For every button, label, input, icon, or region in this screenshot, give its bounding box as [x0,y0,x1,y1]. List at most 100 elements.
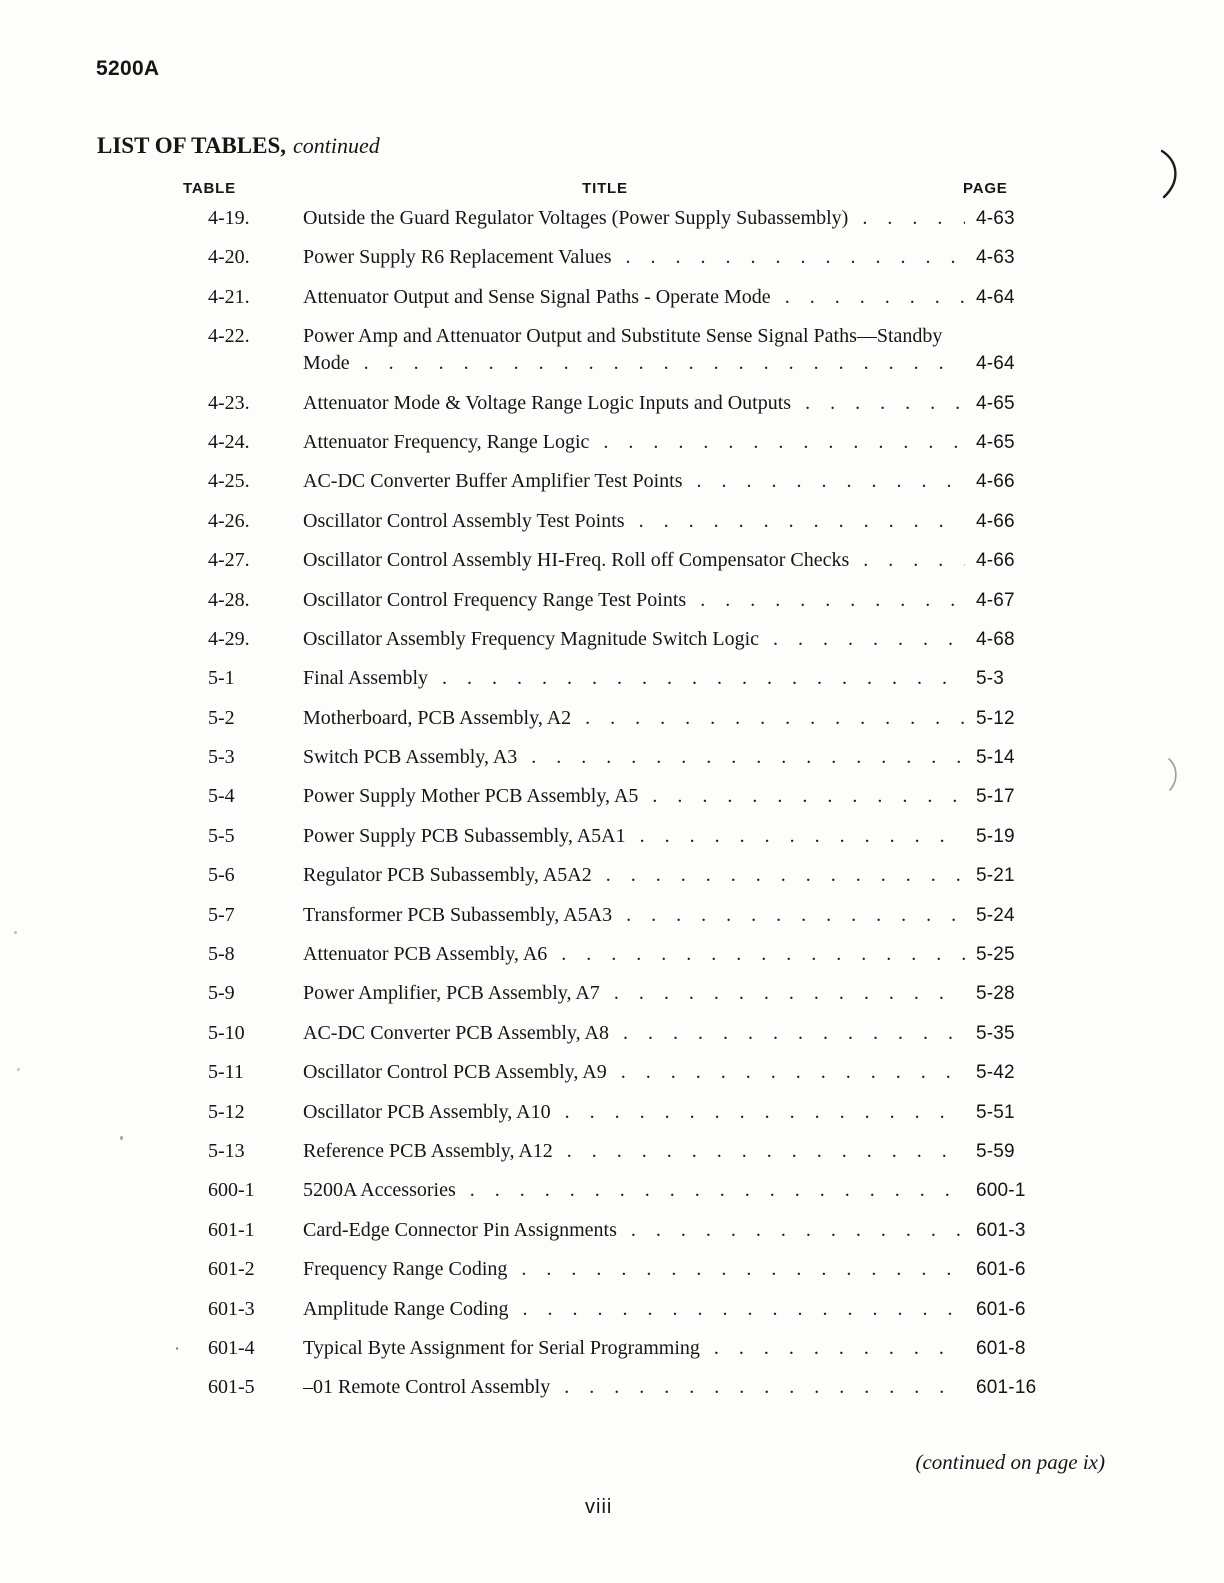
entry-title-cell: Card-Edge Connector Pin Assignments . . … [303,1217,965,1244]
entry-title-cell: Switch PCB Assembly, A3 . . . . . . . . … [303,744,965,771]
table-number: 4-27. [208,549,250,572]
table-number: 4-21. [208,285,250,308]
page-title: LIST OF TABLES, continued [97,133,380,159]
dot-leader: . . . . . . . . . . . . . . . . . . . . … [638,509,965,532]
entry-title: Switch PCB Assembly, A3 [303,746,518,769]
page-number: 4-64 [976,353,1015,375]
table-row: 5-10 AC-DC Converter PCB Assembly, A8 . … [208,1020,1106,1047]
table-row: 600-1 5200A Accessories . . . . . . . . … [208,1177,1106,1204]
dot-leader: . . . . . . . . . . . . . . . . . . . . … [522,1297,965,1320]
entry-title-cell: Power Supply PCB Subassembly, A5A1 . . .… [303,823,965,850]
entry-title-cell: AC-DC Converter PCB Assembly, A8 . . . .… [303,1020,965,1047]
dot-leader: . . . . . . . . . . . . . . . . . . . . … [784,285,965,308]
entry-title: Final Assembly [303,667,429,690]
table-row: 5-2 Motherboard, PCB Assembly, A2 . . . … [208,705,1106,732]
entry-title: Reference PCB Assembly, A12 [303,1139,553,1162]
dot-leader: . . . . . . . . . . . . . . . . . . . . … [625,246,965,269]
table-number: 600-1 [208,1179,255,1202]
table-number: 5-5 [208,824,235,847]
toc-list: 4-19. Outside the Guard Regulator Voltag… [96,205,1106,1414]
table-row: 5-13 Reference PCB Assembly, A12 . . . .… [208,1138,1106,1165]
page-number: 600-1 [976,1180,1026,1202]
entry-title: Attenuator Frequency, Range Logic [303,430,590,453]
entry-title: 5200A Accessories [303,1179,456,1202]
table-row: 5-5 Power Supply PCB Subassembly, A5A1 .… [208,823,1106,850]
table-row: 4-29. Oscillator Assembly Frequency Magn… [208,626,1106,653]
scan-speck [17,1068,20,1071]
page-title-continued: continued [293,133,380,158]
dot-leader: . . . . . . . . . . . . . . . . . . . . … [620,1061,965,1084]
page-number: 4-65 [976,392,1015,414]
dot-leader: . . . . . . . . . . . . . . . . . . . . … [652,785,965,808]
entry-title-cell: Regulator PCB Subassembly, A5A2 . . . . … [303,862,965,889]
page-number: 5-51 [976,1101,1015,1123]
table-row: 5-4 Power Supply Mother PCB Assembly, A5… [208,783,1106,810]
table-number: 4-24. [208,430,250,453]
entry-title-cell: Attenuator PCB Assembly, A6 . . . . . . … [303,941,965,968]
entry-title-cell: Oscillator Control Assembly HI-Freq. Rol… [303,547,965,574]
entry-title: Regulator PCB Subassembly, A5A2 [303,864,592,887]
entry-title-cell: Motherboard, PCB Assembly, A2 . . . . . … [303,705,965,732]
page-number: 5-12 [976,707,1015,729]
entry-title: Mode [303,352,350,375]
scan-speck [120,1136,123,1140]
table-number: 5-4 [208,785,235,808]
dot-leader: . . . . . . . . . . . . . . . . . . . . … [639,824,965,847]
page-number: 5-3 [976,668,1005,690]
entry-title: Attenuator Output and Sense Signal Paths… [303,285,771,308]
dot-leader: . . . . . . . . . . . . . . . . . . . . … [805,391,965,414]
dot-leader: . . . . . . . . . . . . . . . . . . . . … [561,943,965,966]
entry-title: Oscillator Control Frequency Range Test … [303,588,687,611]
dot-leader: . . . . . . . . . . . . . . . . . . . . … [585,706,965,729]
table-row: 601-2 Frequency Range Coding . . . . . .… [208,1256,1106,1283]
entry-title-cell: 5200A Accessories . . . . . . . . . . . … [303,1177,965,1204]
continued-note: (continued on page ix) [915,1450,1105,1474]
page-number: 601-6 [976,1259,1026,1281]
table-row: Mode . . . . . . . . . . . . . . . . . .… [208,350,1106,377]
dot-leader: . . . . . . . . . . . . . . . . . . . . … [713,1336,965,1359]
entry-title: Typical Byte Assignment for Serial Progr… [303,1336,700,1359]
table-number: 4-28. [208,588,250,611]
folio-page-number: viii [585,1496,613,1518]
entry-title: AC-DC Converter PCB Assembly, A8 [303,1021,609,1044]
entry-title-cell: Oscillator Assembly Frequency Magnitude … [303,626,965,653]
entry-title-cell: Reference PCB Assembly, A12 . . . . . . … [303,1138,965,1165]
table-row: 5-11 Oscillator Control PCB Assembly, A9… [208,1059,1106,1086]
table-number: 601-3 [208,1297,255,1320]
table-row: 5-8 Attenuator PCB Assembly, A6 . . . . … [208,941,1106,968]
entry-title-cell: Amplitude Range Coding . . . . . . . . .… [303,1296,965,1323]
dot-leader: . . . . . . . . . . . . . . . . . . . . … [696,470,966,493]
table-number: 5-2 [208,706,235,729]
table-number: 4-19. [208,207,250,229]
scan-mark-parenthesis [1160,149,1177,199]
page-title-main: LIST OF TABLES, [97,133,286,158]
entry-title: Amplitude Range Coding [303,1297,509,1320]
table-row: 4-23. Attenuator Mode & Voltage Range Lo… [208,390,1106,417]
table-row: 601-3 Amplitude Range Coding . . . . . .… [208,1296,1106,1323]
table-row: 4-24. Attenuator Frequency, Range Logic … [208,429,1106,456]
page-number: 5-28 [976,983,1015,1005]
entry-title: Card-Edge Connector Pin Assignments [303,1218,617,1241]
entry-title: Power Amp and Attenuator Output and Subs… [303,325,943,348]
page-number: 5-17 [976,786,1015,808]
page-number: 4-63 [976,247,1015,269]
page-number: 601-3 [976,1219,1026,1241]
entry-title-cell: Attenuator Output and Sense Signal Paths… [303,284,965,311]
table-number: 5-3 [208,746,235,769]
entry-title-cell: Oscillator Control Assembly Test Points … [303,508,965,535]
dot-leader: . . . . . . . . . . . . . . . . . . . . … [862,207,965,229]
dot-leader: . . . . . . . . . . . . . . . . . . . . … [363,352,965,375]
entry-title-cell: Final Assembly . . . . . . . . . . . . .… [303,665,965,692]
entry-title: Frequency Range Coding [303,1258,508,1281]
table-row: 4-27. Oscillator Control Assembly HI-Fre… [208,547,1106,574]
entry-title-cell: Power Supply R6 Replacement Values . . .… [303,244,965,271]
page-number: 4-66 [976,471,1015,493]
table-row: 5-3 Switch PCB Assembly, A3 . . . . . . … [208,744,1106,771]
table-number: 5-12 [208,1100,245,1123]
entry-title-cell: Attenuator Mode & Voltage Range Logic In… [303,390,965,417]
entry-title-cell: Power Supply Mother PCB Assembly, A5 . .… [303,783,965,810]
page-number: 4-66 [976,510,1015,532]
table-number: 4-26. [208,509,250,532]
table-number: 4-23. [208,391,250,414]
page-number: 4-65 [976,431,1015,453]
